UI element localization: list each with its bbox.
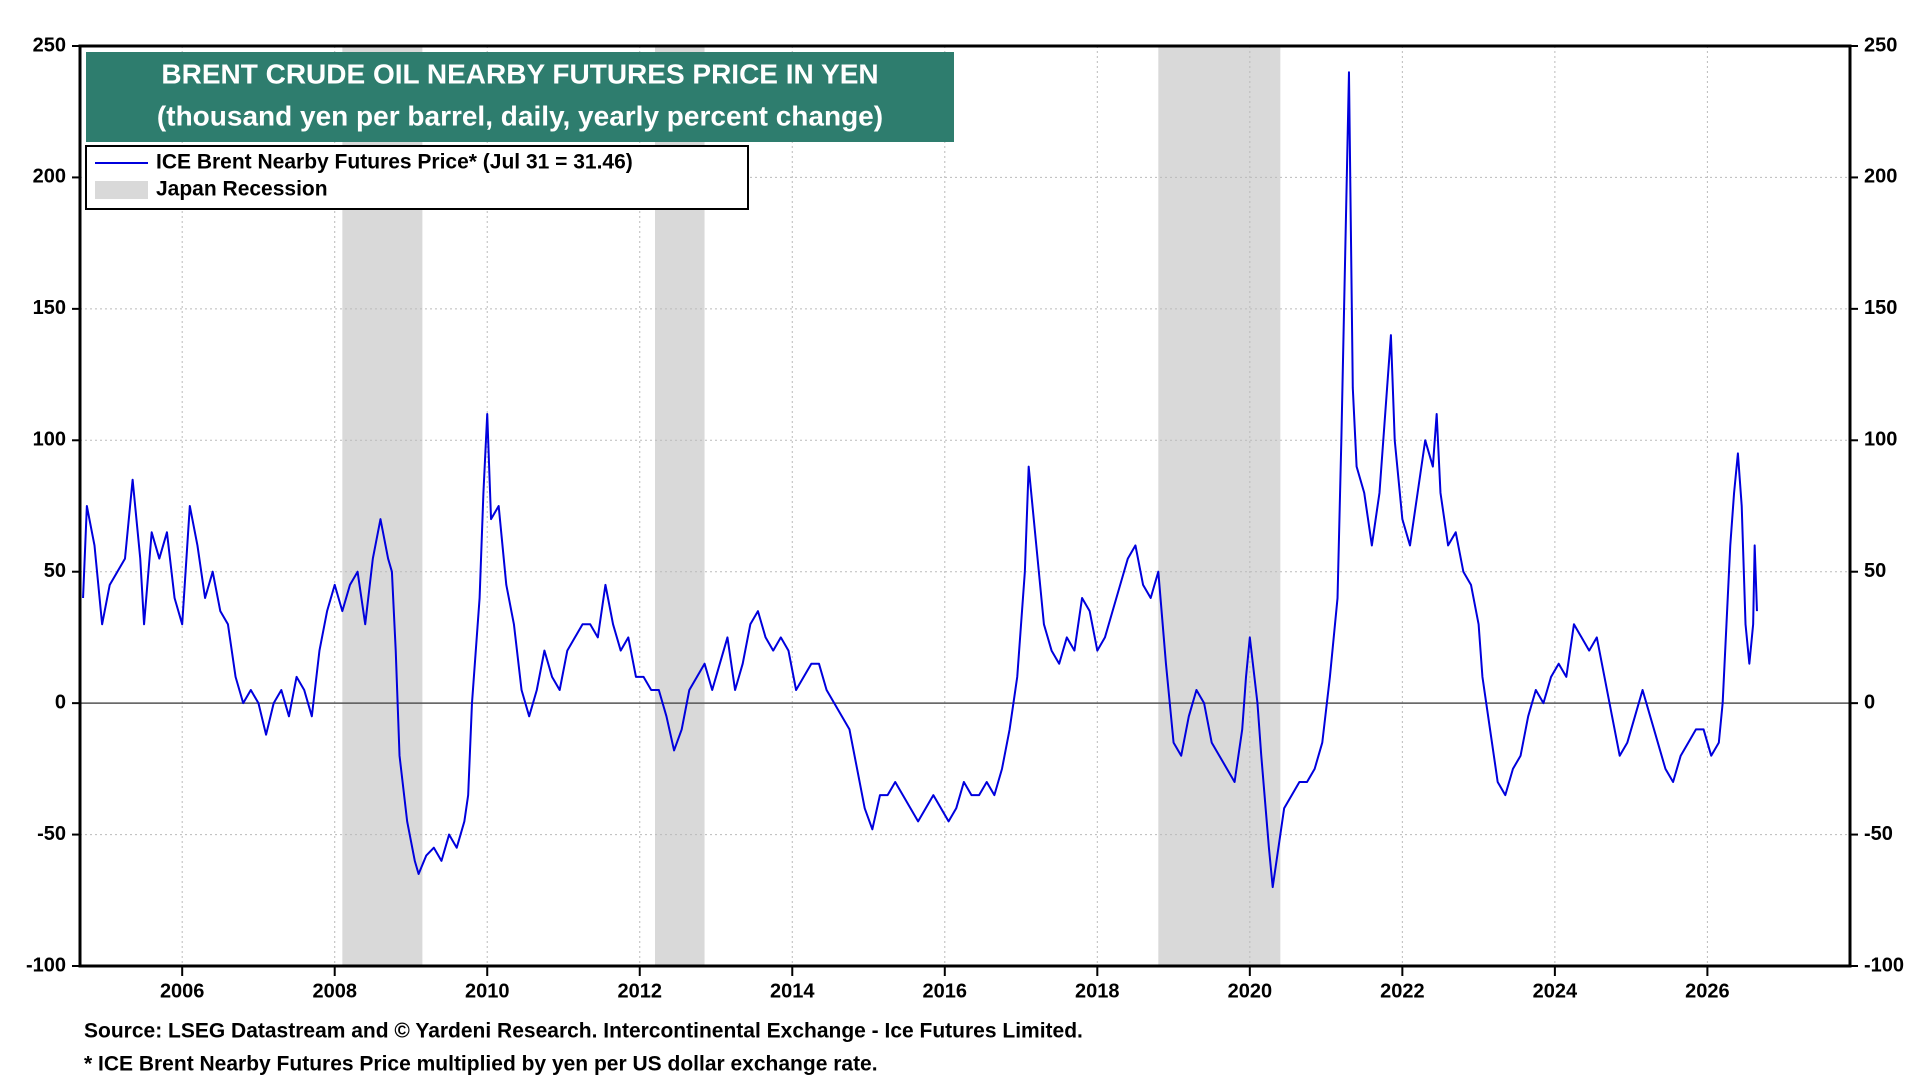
y-tick-label: 150	[33, 297, 66, 319]
plot-layer	[82, 71, 1758, 889]
series-line	[82, 71, 1758, 889]
y-tick-label: -50	[37, 823, 66, 845]
x-tick-label: 2024	[1533, 980, 1578, 1002]
y-tick-label: 0	[55, 691, 66, 713]
y2-tick-label: -100	[1864, 954, 1904, 976]
x-tick-label: 2022	[1380, 980, 1425, 1002]
y2-tick-label: 200	[1864, 166, 1897, 188]
legend-label: ICE Brent Nearby Futures Price* (Jul 31 …	[156, 151, 633, 174]
legend-box	[85, 145, 749, 210]
x-tick-label: 2012	[618, 980, 663, 1002]
y-tick-label: -100	[26, 954, 66, 976]
y2-tick-label: 250	[1864, 34, 1897, 56]
x-tick-label: 2006	[160, 980, 205, 1002]
y2-tick-label: 150	[1864, 297, 1897, 319]
chart-subtitle: (thousand yen per barrel, daily, yearly …	[157, 100, 883, 131]
footnote: * ICE Brent Nearby Futures Price multipl…	[84, 1053, 878, 1076]
frame-layer: -100 -100 -50 -50 0 0 50 50 100 100 150 150 200 200 25…	[26, 34, 1904, 1002]
footnote: Source: LSEG Datastream and © Yardeni Re…	[84, 1020, 1083, 1043]
y2-tick-label: 0	[1864, 691, 1875, 713]
x-tick-label: 2014	[770, 980, 815, 1002]
x-tick-label: 2018	[1075, 980, 1120, 1002]
x-tick-label: 2020	[1228, 980, 1273, 1002]
y-tick-label: 50	[44, 560, 66, 582]
legend-label: Japan Recession	[156, 178, 328, 201]
x-tick-label: 2008	[312, 980, 357, 1002]
y-tick-label: 250	[33, 34, 66, 56]
recession-band	[1158, 46, 1281, 966]
x-tick-label: 2016	[923, 980, 968, 1002]
legend-recession-swatch	[95, 181, 148, 199]
y2-tick-label: 50	[1864, 560, 1886, 582]
chart-title: BRENT CRUDE OIL NEARBY FUTURES PRICE IN …	[161, 58, 878, 89]
y-tick-label: 100	[33, 429, 66, 451]
title-box	[86, 52, 954, 142]
x-tick-label: 2026	[1685, 980, 1730, 1002]
y2-tick-label: -50	[1864, 823, 1893, 845]
plot-frame	[78, 44, 1852, 968]
y-tick-label: 200	[33, 166, 66, 188]
y2-tick-label: 100	[1864, 429, 1897, 451]
x-tick-label: 2010	[465, 980, 510, 1002]
